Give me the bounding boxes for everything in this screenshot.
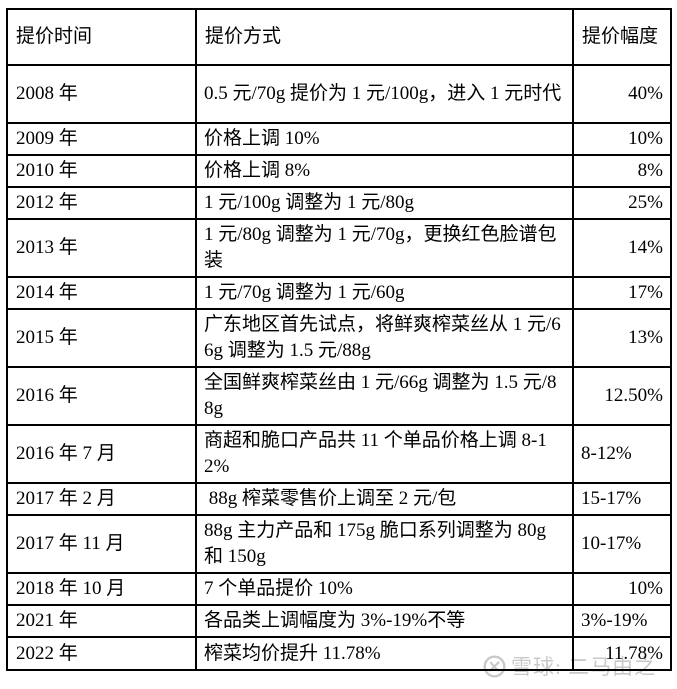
table-row: 2013 年 1 元/80g 调整为 1 元/70g，更换红色脸谱包装 14%	[6, 218, 672, 278]
cell-magnitude: 13%	[572, 308, 672, 368]
table-header: 提价时间 提价方式 提价幅度	[6, 8, 672, 66]
cell-method: 价格上调 8%	[195, 154, 574, 188]
cell-method: 88g 主力产品和 175g 脆口系列调整为 80g 和 150g	[195, 514, 574, 574]
cell-time: 2016 年 7 月	[6, 424, 197, 484]
cell-method: 广东地区首先试点，将鲜爽榨菜丝从 1 元/66g 调整为 1.5 元/88g	[195, 308, 574, 368]
cell-time: 2015 年	[6, 308, 197, 368]
header-time: 提价时间	[6, 8, 197, 66]
table-row: 2010 年 价格上调 8% 8%	[6, 154, 672, 188]
cell-magnitude: 15-17%	[572, 482, 672, 516]
cell-time: 2017 年 11 月	[6, 514, 197, 574]
cell-magnitude: 8-12%	[572, 424, 672, 484]
cell-magnitude: 12.50%	[572, 366, 672, 426]
cell-magnitude: 17%	[572, 276, 672, 310]
cell-magnitude: 14%	[572, 218, 672, 278]
cell-method: 1 元/80g 调整为 1 元/70g，更换红色脸谱包装	[195, 218, 574, 278]
cell-method: 1 元/100g 调整为 1 元/80g	[195, 186, 574, 220]
cell-time: 2013 年	[6, 218, 197, 278]
table-row: 2016 年 全国鲜爽榨菜丝由 1 元/66g 调整为 1.5 元/88g 12…	[6, 366, 672, 426]
header-magnitude: 提价幅度	[572, 8, 672, 66]
header-method: 提价方式	[195, 8, 574, 66]
cell-magnitude: 10%	[572, 572, 672, 606]
cell-magnitude: 11.78%	[572, 636, 672, 671]
cell-time: 2009 年	[6, 122, 197, 156]
cell-magnitude: 10-17%	[572, 514, 672, 574]
cell-magnitude: 3%-19%	[572, 604, 672, 638]
cell-time: 2022 年	[6, 636, 197, 671]
table-row: 2016 年 7 月 商超和脆口产品共 11 个单品价格上调 8-12% 8-1…	[6, 424, 672, 484]
cell-method: 价格上调 10%	[195, 122, 574, 156]
cell-method: 0.5 元/70g 提价为 1 元/100g，进入 1 元时代	[195, 64, 574, 124]
table-row: 2009 年 价格上调 10% 10%	[6, 122, 672, 156]
table-row: 2014 年 1 元/70g 调整为 1 元/60g 17%	[6, 276, 672, 310]
cell-method: 全国鲜爽榨菜丝由 1 元/66g 调整为 1.5 元/88g	[195, 366, 574, 426]
cell-magnitude: 25%	[572, 186, 672, 220]
cell-magnitude: 40%	[572, 64, 672, 124]
table-row: 2017 年 11 月 88g 主力产品和 175g 脆口系列调整为 80g 和…	[6, 514, 672, 574]
table-body: 2008 年 0.5 元/70g 提价为 1 元/100g，进入 1 元时代 4…	[6, 64, 672, 671]
header-row: 提价时间 提价方式 提价幅度	[6, 8, 672, 66]
cell-method: 各品类上调幅度为 3%-19%不等	[195, 604, 574, 638]
cell-time: 2014 年	[6, 276, 197, 310]
cell-method: 榨菜均价提升 11.78%	[195, 636, 574, 671]
cell-method: 商超和脆口产品共 11 个单品价格上调 8-12%	[195, 424, 574, 484]
table-row: 2021 年 各品类上调幅度为 3%-19%不等 3%-19%	[6, 604, 672, 638]
cell-time: 2008 年	[6, 64, 197, 124]
cell-method: 7 个单品提价 10%	[195, 572, 574, 606]
cell-time: 2017 年 2 月	[6, 482, 197, 516]
price-increase-table: 提价时间 提价方式 提价幅度 2008 年 0.5 元/70g 提价为 1 元/…	[6, 8, 672, 671]
table-row: 2012 年 1 元/100g 调整为 1 元/80g 25%	[6, 186, 672, 220]
cell-method: 88g 榨菜零售价上调至 2 元/包	[195, 482, 574, 516]
cell-method: 1 元/70g 调整为 1 元/60g	[195, 276, 574, 310]
cell-magnitude: 8%	[572, 154, 672, 188]
table-row: 2017 年 2 月 88g 榨菜零售价上调至 2 元/包 15-17%	[6, 482, 672, 516]
table-row: 2018 年 10 月 7 个单品提价 10% 10%	[6, 572, 672, 606]
table-row: 2008 年 0.5 元/70g 提价为 1 元/100g，进入 1 元时代 4…	[6, 64, 672, 124]
cell-time: 2016 年	[6, 366, 197, 426]
table-row: 2015 年 广东地区首先试点，将鲜爽榨菜丝从 1 元/66g 调整为 1.5 …	[6, 308, 672, 368]
table-row: 2022 年 榨菜均价提升 11.78% 11.78%	[6, 636, 672, 671]
cell-magnitude: 10%	[572, 122, 672, 156]
cell-time: 2010 年	[6, 154, 197, 188]
cell-time: 2012 年	[6, 186, 197, 220]
cell-time: 2018 年 10 月	[6, 572, 197, 606]
cell-time: 2021 年	[6, 604, 197, 638]
